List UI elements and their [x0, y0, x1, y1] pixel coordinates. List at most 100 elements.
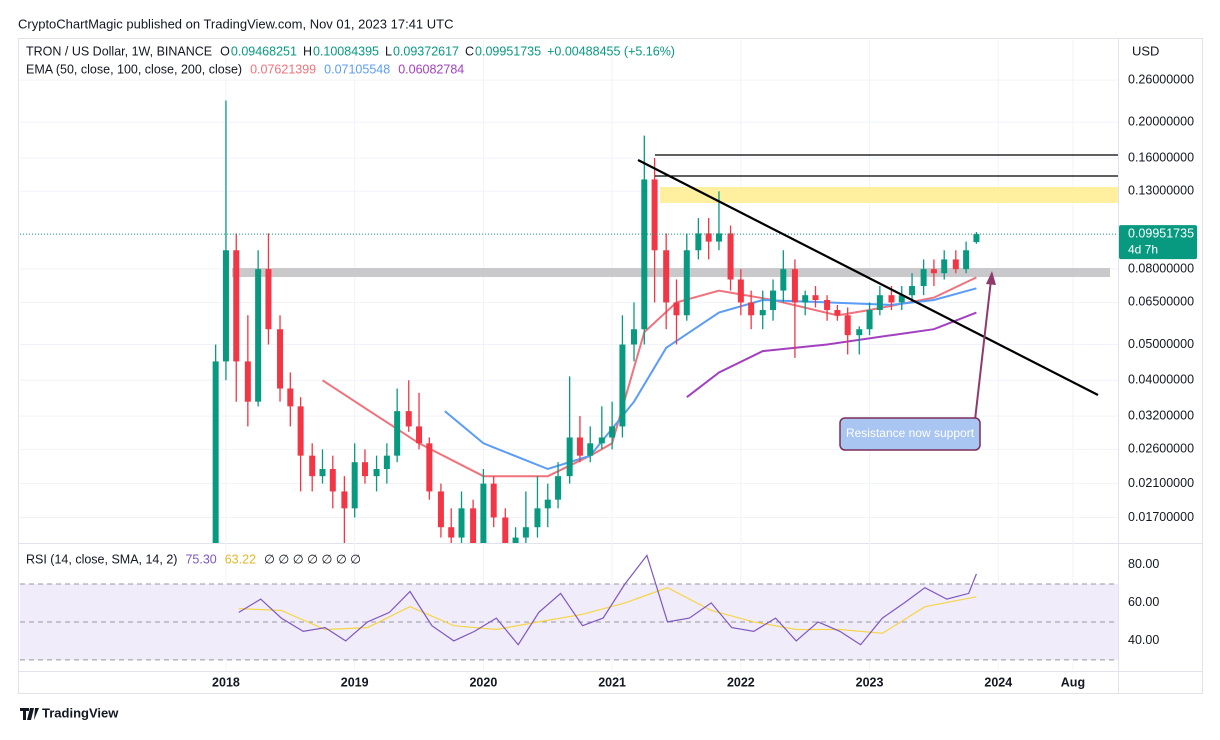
candle-body	[233, 250, 240, 362]
candle-body	[448, 527, 455, 538]
logo	[20, 708, 39, 720]
series-line	[238, 554, 977, 646]
legend-text: 75.30	[185, 552, 216, 566]
brand: TradingView	[42, 705, 119, 720]
y-tick-label: 0.13000000	[1128, 184, 1194, 198]
legend-text: EMA (50, close, 100, close, 200, close)	[26, 62, 242, 76]
candle-body	[394, 411, 401, 456]
candle-body	[405, 411, 412, 427]
legend-text: ∅ ∅ ∅ ∅ ∅ ∅ ∅	[264, 552, 361, 566]
x-tick-label: 2022	[727, 675, 755, 689]
candle-body	[458, 508, 465, 538]
resistance-zone	[660, 187, 1118, 203]
candle-body	[695, 233, 702, 251]
y-tick-label: 0.20000000	[1128, 115, 1194, 129]
candle-body	[544, 499, 551, 509]
x-tick-label: 2019	[341, 675, 369, 689]
candle-body	[598, 437, 605, 444]
legend-text: 0.06082784	[398, 62, 464, 76]
legend-text: C	[465, 44, 474, 58]
y-tick-label: 0.05000000	[1128, 337, 1194, 351]
candle-body	[791, 269, 798, 303]
y-tick-label: 0.03200000	[1128, 408, 1194, 422]
callout	[839, 417, 981, 451]
candle-body	[361, 462, 368, 477]
callout-text: Resistance now support	[846, 426, 975, 440]
y-tick-label: 0.26000000	[1128, 72, 1194, 86]
legend-text: 0.09951735	[475, 44, 541, 58]
x-tick-label: 2021	[598, 675, 626, 689]
candle-body	[834, 310, 841, 316]
legend-text: 0.10084395	[313, 44, 379, 58]
x-tick-label: 2024	[984, 675, 1012, 689]
price-label: 0.09951735	[1128, 226, 1194, 240]
candle-body	[715, 233, 722, 242]
candle-body	[748, 302, 755, 316]
candle-body	[490, 483, 497, 518]
y-tick-label: 0.16000000	[1128, 150, 1194, 164]
candle-body	[727, 233, 734, 280]
legend-text: TRON / US Dollar, 1W, BINANCE	[26, 44, 212, 58]
candle-body	[824, 299, 831, 311]
x-tick-label: 2023	[856, 675, 884, 689]
y-tick-label: 0.02100000	[1128, 476, 1194, 490]
candle-body	[898, 295, 905, 303]
candle-body	[941, 259, 948, 274]
y-tick-label: 0.06500000	[1128, 295, 1194, 309]
legend-text: L	[385, 44, 392, 58]
candle-body	[856, 329, 863, 336]
candle-body	[770, 290, 777, 311]
y-tick-label: 0.01700000	[1128, 510, 1194, 524]
x-tick-label: Aug	[1061, 675, 1085, 689]
candle-body	[341, 491, 348, 509]
candle-body	[502, 517, 509, 543]
series-line	[686, 311, 977, 398]
candle-body	[383, 455, 390, 470]
candle-body	[930, 269, 937, 274]
candle-body	[812, 295, 819, 300]
candle-body	[480, 483, 487, 543]
candle-body	[631, 329, 638, 345]
series-line	[444, 287, 977, 471]
candle-body	[876, 295, 883, 311]
candle-body	[287, 388, 294, 407]
candle-body	[866, 310, 873, 330]
candle-body	[512, 537, 519, 543]
candle-body	[319, 469, 326, 477]
arrow-head	[986, 271, 996, 285]
price-label-box	[1119, 225, 1197, 260]
candle-body	[244, 361, 251, 402]
trend-line	[637, 159, 1099, 396]
candle-body	[329, 469, 336, 492]
candle-body	[222, 250, 229, 362]
candle-body	[587, 443, 594, 456]
legend-text: 0.07105548	[324, 62, 390, 76]
legend-text: +0.00488455 (+5.16%)	[547, 44, 675, 58]
candle-body	[619, 344, 626, 427]
candle-body	[566, 437, 573, 477]
candle-body	[844, 315, 851, 336]
legend-text: RSI (14, close, SMA, 14, 2)	[26, 552, 177, 566]
x-tick-label: 2018	[212, 675, 240, 689]
candle-body	[437, 491, 444, 528]
countdown: 4d 7h	[1128, 242, 1158, 256]
candle-body	[973, 234, 980, 243]
candle-body	[780, 269, 787, 291]
candle-body	[683, 250, 690, 316]
candle-body	[705, 233, 712, 242]
candle-body	[759, 310, 766, 316]
candle-body	[952, 259, 959, 270]
y-tick-label: 40.00	[1128, 633, 1159, 647]
candle-body	[963, 250, 970, 270]
x-tick-label: 2020	[469, 675, 497, 689]
candle-body	[909, 286, 916, 296]
candle-body	[373, 469, 380, 477]
candle-body	[522, 527, 529, 538]
candle-body	[641, 179, 648, 330]
legend-text: 63.22	[225, 552, 256, 566]
candle-body	[309, 455, 316, 477]
candle-body	[651, 179, 658, 251]
candle-body	[255, 269, 262, 402]
candle-body	[277, 329, 284, 389]
